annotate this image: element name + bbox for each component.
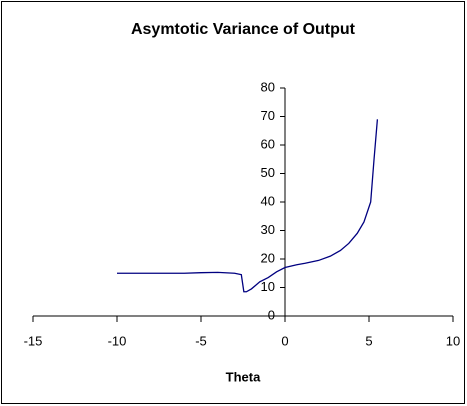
y-tick-label: 0 [268,307,275,322]
y-tick-label: 10 [261,279,275,294]
x-tick-label: -5 [195,333,207,348]
x-axis-title: Theta [226,369,261,384]
y-tick-label: 80 [261,79,275,94]
y-tick-label: 40 [261,193,275,208]
y-tick-label: 30 [261,222,275,237]
x-tick-label: -15 [24,333,43,348]
y-tick-label: 50 [261,165,275,180]
x-tick-label: 5 [365,333,372,348]
y-tick-label: 70 [261,108,275,123]
chart-title: Asymtotic Variance of Output [131,21,356,38]
y-tick-label: 60 [261,136,275,151]
data-line [117,119,379,293]
x-tick-label: -10 [108,333,127,348]
y-tick-label: 20 [261,250,275,265]
x-tick-label: 10 [446,333,460,348]
x-tick-label: 0 [281,333,288,348]
